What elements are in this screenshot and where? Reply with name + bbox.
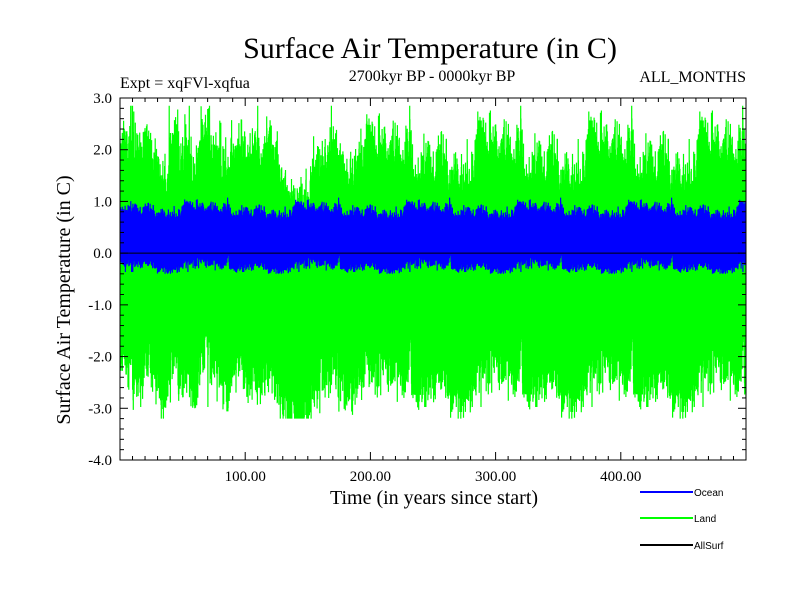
series-layer [120, 105, 746, 419]
x-axis: 100.00 200.00 300.00 400.00 [132, 98, 734, 485]
y-axis-label: Surface Air Temperature (in C) [53, 175, 75, 424]
chart-title: Surface Air Temperature (in C) [243, 32, 617, 65]
y-tick-label: 1.0 [93, 194, 112, 210]
x-axis-label: Time (in years since start) [330, 487, 538, 509]
y-tick-label: -4.0 [88, 453, 112, 469]
legend-label-allsurf: AllSurf [694, 541, 724, 552]
y-tick-label: -3.0 [88, 401, 112, 417]
legend-label-land: Land [694, 514, 716, 525]
y-axis: 3.0 2.0 1.0 0.0 -1.0 -2.0 -3.0 -4.0 [88, 91, 746, 469]
y-tick-label: -2.0 [88, 350, 112, 366]
months-label: ALL_MONTHS [639, 69, 746, 86]
y-tick-label: 3.0 [93, 91, 112, 107]
y-tick-label: 2.0 [93, 143, 112, 159]
chart-subtitle: 2700kyr BP - 0000kyr BP [349, 68, 516, 85]
experiment-label: Expt = xqFVl-xqfua [120, 75, 250, 92]
x-tick-label: 400.00 [600, 469, 641, 485]
legend-label-ocean: Ocean [694, 488, 723, 499]
x-tick-label: 200.00 [350, 469, 391, 485]
x-tick-label: 100.00 [225, 469, 266, 485]
x-tick-label: 300.00 [475, 469, 516, 485]
y-tick-label: 0.0 [93, 246, 112, 262]
series-ocean-line [120, 197, 746, 274]
legend: Ocean Land AllSurf [640, 488, 724, 552]
y-tick-label: -1.0 [88, 298, 112, 314]
